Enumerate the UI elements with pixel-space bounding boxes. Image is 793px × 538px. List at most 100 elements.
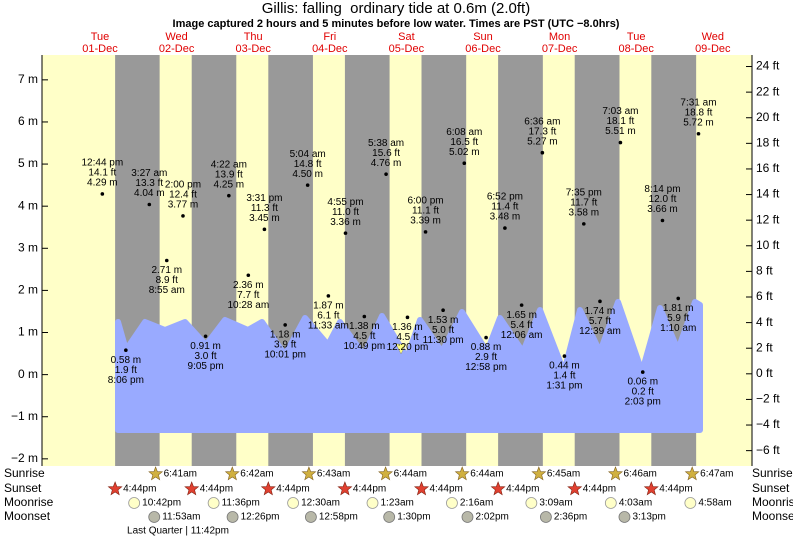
row-label: Sunset — [752, 481, 790, 495]
tide-label: 3:31 pm — [246, 193, 282, 204]
tide-label: 12.4 ft — [169, 190, 197, 201]
moonrise-icon — [446, 497, 458, 509]
moonset-icon — [461, 511, 474, 523]
tide-point — [181, 214, 185, 218]
sunrise-icon — [148, 466, 164, 481]
tide-label: 11:30 pm — [423, 335, 464, 346]
row-label: Moonset — [4, 509, 51, 523]
tide-label: 11.3 ft — [251, 203, 278, 214]
row-label: Sunrise — [752, 466, 793, 480]
tide-label: 10:28 am — [227, 300, 269, 311]
moonrise-time: 11:36pm — [222, 498, 260, 509]
tide-label: 5.4 ft — [510, 320, 532, 331]
moonset-icon — [539, 511, 552, 523]
moonrise-icon — [604, 497, 617, 509]
tide-label: 0.88 m — [471, 342, 502, 353]
sunset-icon — [413, 481, 430, 496]
tide-label: 2.36 m — [233, 280, 264, 291]
day-date: 05-Dec — [389, 43, 425, 55]
tide-label: 4.5 ft — [353, 331, 375, 342]
sunrise-time: 6:45am — [547, 469, 580, 480]
tide-label: 17.3 ft — [528, 126, 556, 137]
tide-point — [562, 354, 567, 358]
sunset-time: 4:44pm — [123, 484, 156, 495]
tide-label: 15.6 ft — [372, 148, 400, 159]
tide-label: 2:00 pm — [165, 180, 201, 191]
sunset-icon — [184, 481, 200, 496]
tide-label: 7.7 ft — [237, 290, 259, 301]
tide-label: 8:06 pm — [108, 375, 144, 386]
tide-label: 6:52 pm — [487, 192, 523, 203]
tide-label: 16.5 ft — [450, 137, 478, 148]
tide-label: 1.4 ft — [553, 371, 575, 382]
tide-point — [598, 299, 602, 304]
tide-point — [696, 131, 701, 136]
tide-point — [305, 183, 310, 187]
y-tick-label: 2 m — [18, 283, 38, 297]
moonset-time: 2:02pm — [475, 512, 508, 523]
tide-label: 7:03 am — [602, 106, 638, 117]
sunrise-icon — [224, 466, 240, 481]
tide-label: 1.18 m — [270, 330, 301, 341]
tide-point — [227, 193, 231, 198]
row-label: Moonrise — [752, 495, 793, 509]
day-date: 04-Dec — [312, 43, 348, 55]
tide-point — [582, 222, 586, 226]
day-date: 06-Dec — [465, 43, 501, 55]
moonset-time: 3:13pm — [632, 512, 665, 523]
tide-point — [618, 140, 623, 145]
y2-tick-label: 22 ft — [756, 84, 780, 98]
tide-point — [147, 202, 152, 207]
sunset-icon — [337, 481, 353, 496]
sunrise-icon — [454, 466, 470, 481]
moonrise-time: 2:16am — [460, 498, 493, 509]
tide-point — [246, 273, 251, 278]
tide-label: 6:08 am — [446, 127, 482, 138]
moon-phase: Last Quarter | 11:42pm — [127, 526, 229, 537]
sunset-time: 4:44pm — [353, 484, 386, 495]
day-weekday: Tue — [91, 31, 110, 43]
y2-tick-label: 24 ft — [756, 59, 780, 73]
y2-tick-label: 16 ft — [756, 161, 780, 175]
tide-label: 12:44 pm — [81, 158, 123, 169]
moonset-time: 12:58pm — [319, 512, 358, 523]
y-tick-label: 6 m — [18, 114, 38, 128]
day-weekday: Sat — [398, 31, 415, 43]
tide-label: 14.1 ft — [88, 168, 116, 179]
tide-point — [405, 315, 410, 320]
y-tick-label: −1 m — [11, 409, 38, 423]
tide-label: 6.1 ft — [317, 311, 339, 322]
tide-label: 11.1 ft — [412, 206, 439, 217]
tide-point — [540, 150, 545, 155]
moonset-time: 11:53am — [162, 512, 200, 523]
sunrise-time: 6:41am — [164, 469, 197, 480]
tide-label: 5:04 am — [290, 149, 326, 160]
sunset-icon — [260, 481, 276, 496]
sunrise-icon — [684, 466, 700, 481]
tide-label: 5.0 ft — [432, 325, 454, 336]
moonset-icon — [304, 511, 317, 523]
tide-label: 1:10 am — [660, 323, 696, 334]
chart-title: Gillis: falling ordinary tide at 0.6m (2… — [262, 0, 530, 17]
tide-label: 3.36 m — [330, 217, 361, 228]
moonset-time: 1:30pm — [397, 512, 430, 523]
tide-label: 12:39 am — [579, 326, 621, 337]
y-tick-label: 3 m — [18, 240, 38, 254]
tide-label: 3.58 m — [569, 208, 600, 219]
y-tick-label: −2 m — [11, 451, 38, 465]
row-label: Sunrise — [4, 466, 45, 480]
moonrise-time: 3:09am — [539, 498, 572, 509]
sunset-icon — [107, 481, 123, 496]
day-weekday: Wed — [165, 31, 187, 43]
tide-label: 5.51 m — [605, 126, 636, 137]
water-area — [115, 299, 703, 433]
day-date: 03-Dec — [235, 43, 271, 55]
day-weekday: Tue — [627, 31, 646, 43]
tide-label: 3:27 am — [131, 168, 167, 179]
moonrise-time: 4:58am — [698, 498, 731, 509]
tide-label: 0.44 m — [549, 361, 580, 372]
tide-label: 7:31 am — [680, 97, 716, 108]
tide-label: 3.77 m — [168, 200, 199, 211]
moonrise-time: 12:30am — [301, 498, 340, 509]
tide-point — [441, 308, 445, 312]
